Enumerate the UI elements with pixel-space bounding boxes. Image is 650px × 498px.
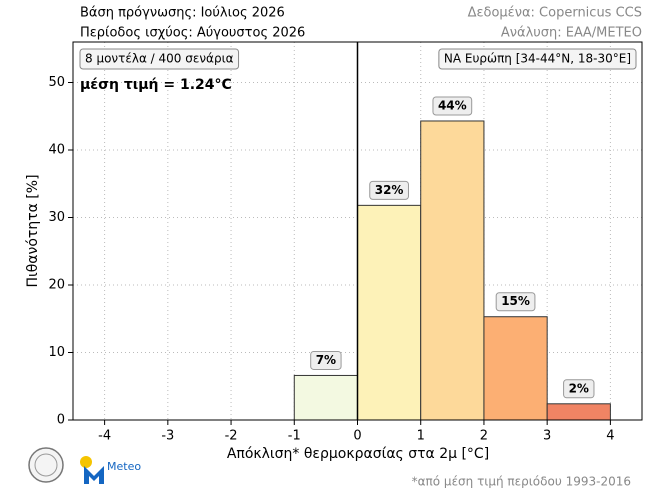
value-label: 44% [438,98,467,112]
x-tick-label: 1 [417,429,425,444]
x-tick-label: -1 [288,429,301,444]
y-tick-label: 10 [48,345,65,360]
footnote: *από μέση τιμή περιόδου 1993-2016 [412,475,631,489]
header-right-2: Ανάλυση: ΕΑΑ/METEO [501,26,642,41]
y-axis-label: Πιθανότητα [%] [25,174,41,287]
x-tick-label: -2 [225,429,238,444]
x-tick-label: 4 [606,429,614,444]
value-label-box [563,379,595,399]
x-tick-label: 2 [480,429,488,444]
value-label-group: 2% [563,379,595,399]
logo-meteo: Meteo [80,456,141,484]
info-box-left-box [79,48,240,70]
bar [483,316,548,421]
x-axis-label: Απόκλιση* θερμοκρασίας στα 2μ [°C] [227,446,489,462]
y-tick-label: 0 [57,413,65,428]
value-label-group: 44% [432,96,473,116]
logo-text: Meteo [107,460,141,473]
value-label: 32% [375,183,404,197]
y-tick-label: 50 [48,75,65,90]
value-label-box [369,180,409,200]
value-label: 7% [316,353,336,367]
info-box-right: ΝΑ Ευρώπη [34-44°N, 18-30°E] [444,52,631,66]
value-label-box [495,292,536,312]
info-box-left: 8 μοντέλα / 400 σενάρια [85,52,234,66]
bar [293,374,358,421]
bar [546,403,611,421]
mean-annotation: μέση τιμή = 1.24°C [80,77,232,93]
value-label-box [432,96,473,116]
header-left-1: Βάση πρόγνωσης: Ιούλιος 2026 [80,6,285,21]
value-label-group: 7% [310,350,342,370]
logo-emblem [28,447,64,483]
x-tick-label: -3 [161,429,174,444]
value-label: 15% [501,294,530,308]
value-label: 2% [569,381,589,395]
info-box-right-box [438,48,637,70]
x-tick-label: 0 [353,429,361,444]
y-tick-label: 30 [48,210,65,225]
value-label-group: 15% [495,292,536,312]
y-tick-label: 20 [48,278,65,293]
x-tick-label: -4 [98,429,111,444]
bar [420,120,485,421]
plot-frame [72,41,643,421]
value-label-box [310,350,342,370]
value-label-group: 32% [369,180,409,200]
header-left-2: Περίοδος ισχύος: Αύγουστος 2026 [80,26,305,41]
y-tick-label: 40 [48,143,65,158]
header-right-1: Δεδομένα: Copernicus CCS [468,6,642,21]
x-tick-label: 3 [543,429,551,444]
bar [357,204,422,421]
